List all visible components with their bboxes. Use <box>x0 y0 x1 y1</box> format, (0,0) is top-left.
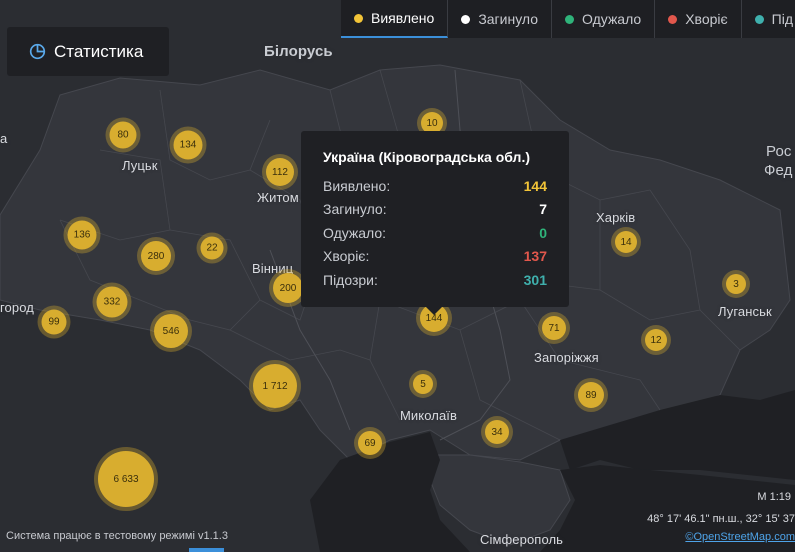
tab-recovered[interactable]: Одужало <box>552 0 656 38</box>
case-cluster-marker[interactable]: 80 <box>109 121 137 149</box>
status-filter-tabs: Виявлено Загинуло Одужало Хворіє Під <box>340 0 795 38</box>
tab-sick[interactable]: Хворіє <box>655 0 742 38</box>
tab-label: Одужало <box>582 11 642 27</box>
case-cluster-marker[interactable]: 10 <box>421 112 443 134</box>
dot-icon <box>353 13 363 23</box>
dot-icon <box>754 14 764 24</box>
case-cluster-marker[interactable]: 3 <box>726 274 746 294</box>
place-label: Білорусь <box>264 43 333 60</box>
dot-icon <box>461 14 471 24</box>
tab-suspected[interactable]: Під <box>742 0 795 38</box>
tooltip-row-value: 301 <box>523 271 547 288</box>
pie-chart-icon <box>29 43 46 60</box>
tooltip-row-label: Хворіє: <box>323 248 370 265</box>
place-label: Луцьк <box>122 158 158 173</box>
tooltip-row-label: Виявлено: <box>323 177 391 194</box>
tooltip-row: Загинуло: 7 <box>323 198 547 222</box>
case-cluster-marker[interactable]: 6 633 <box>98 451 154 507</box>
tab-label: Виявлено <box>370 10 435 26</box>
statistics-button-label: Статистика <box>54 41 144 61</box>
active-indicator-bar <box>189 548 224 552</box>
place-label: Житом <box>257 190 299 205</box>
map-attribution: ©OpenStreetMap.com <box>685 531 795 543</box>
case-cluster-marker[interactable]: 34 <box>485 420 509 444</box>
case-cluster-marker[interactable]: 134 <box>173 130 203 160</box>
cursor-coordinates: 48° 17' 46.1" пн.ш., 32° 15' 37 <box>647 513 795 525</box>
place-label: город <box>0 300 34 315</box>
tab-detected[interactable]: Виявлено <box>340 0 449 38</box>
case-cluster-marker[interactable]: 89 <box>578 382 604 408</box>
case-cluster-marker[interactable]: 546 <box>154 314 188 348</box>
tooltip-row-label: Підозри: <box>323 271 378 288</box>
case-cluster-marker[interactable]: 332 <box>96 286 128 318</box>
dot-icon <box>668 14 678 24</box>
openstreetmap-link[interactable]: ©OpenStreetMap.com <box>685 531 795 543</box>
tooltip-row: Виявлено: 144 <box>323 174 547 198</box>
case-cluster-marker[interactable]: 99 <box>41 309 67 335</box>
tab-label: Загинуло <box>478 11 539 27</box>
place-label: Миколаїв <box>400 408 458 423</box>
case-cluster-marker[interactable]: 14 <box>615 231 637 253</box>
tooltip-row-label: Загинуло: <box>323 201 387 218</box>
tooltip-row: Одужало: 0 <box>323 221 547 245</box>
tooltip-row-value: 0 <box>539 224 547 241</box>
place-label: Луганськ <box>718 304 772 319</box>
tab-label: Під <box>771 11 793 27</box>
place-label: Фед <box>764 162 793 179</box>
case-cluster-marker[interactable]: 112 <box>266 158 294 186</box>
case-cluster-marker[interactable]: 136 <box>67 220 97 250</box>
tooltip-row-label: Одужало: <box>323 224 387 241</box>
tooltip-row: Хворіє: 137 <box>323 245 547 269</box>
case-cluster-marker[interactable]: 280 <box>141 241 171 271</box>
case-cluster-marker[interactable]: 69 <box>358 431 382 455</box>
region-tooltip: Україна (Кіровоградська обл.) Виявлено: … <box>301 131 569 315</box>
tooltip-row-value: 7 <box>539 201 547 218</box>
place-label: Сімферополь <box>480 532 564 547</box>
case-cluster-marker[interactable]: 1 712 <box>253 364 297 408</box>
tooltip-row-value: 137 <box>523 248 547 265</box>
dot-icon <box>565 14 575 24</box>
system-status-text: Система працює в тестовому режимі v1.1.3 <box>6 530 228 542</box>
case-cluster-marker[interactable]: 5 <box>413 374 433 394</box>
case-cluster-marker[interactable]: 22 <box>200 236 224 260</box>
statistics-button[interactable]: Статистика <box>7 27 169 76</box>
place-label: Харків <box>596 210 636 225</box>
case-cluster-marker[interactable]: 12 <box>645 329 667 351</box>
tab-deaths[interactable]: Загинуло <box>448 0 553 38</box>
place-label: а <box>0 131 8 146</box>
place-label: Запоріжжя <box>534 350 599 365</box>
case-cluster-marker[interactable]: 200 <box>273 273 303 303</box>
map-scale: М 1:19 <box>757 491 791 503</box>
tab-label: Хворіє <box>685 11 728 27</box>
place-label: Рос <box>766 143 792 160</box>
case-cluster-marker[interactable]: 71 <box>542 316 566 340</box>
place-label: Вінниц <box>252 261 294 276</box>
tooltip-row-value: 144 <box>523 177 547 194</box>
tooltip-row: Підозри: 301 <box>323 268 547 292</box>
tooltip-title: Україна (Кіровоградська обл.) <box>323 149 531 165</box>
